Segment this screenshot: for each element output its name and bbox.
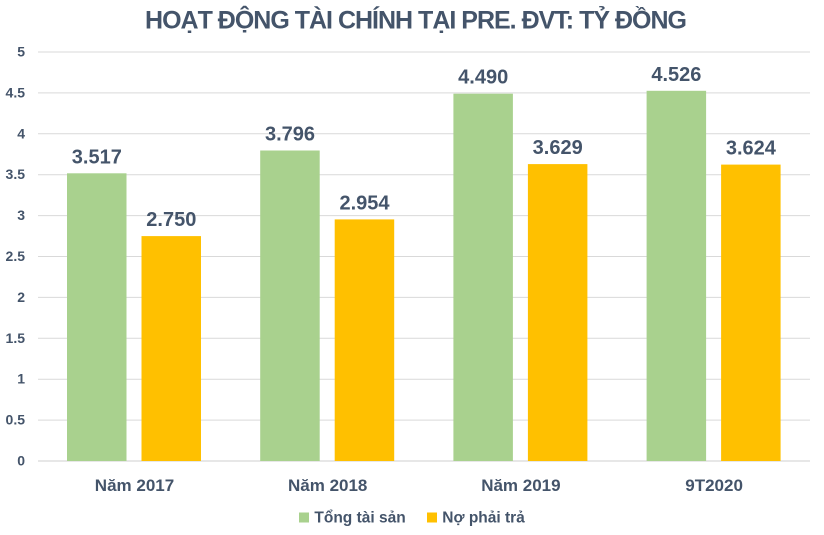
svg-text:3.517: 3.517: [72, 146, 122, 168]
svg-text:2.5: 2.5: [6, 248, 26, 264]
svg-text:2.954: 2.954: [339, 192, 390, 214]
svg-text:Nợ phải trả: Nợ phải trả: [442, 510, 525, 527]
svg-text:4.490: 4.490: [458, 67, 508, 89]
svg-text:2.750: 2.750: [146, 209, 196, 231]
svg-text:HOẠT ĐỘNG TÀI CHÍNH TẠI PRE. Đ: HOẠT ĐỘNG TÀI CHÍNH TẠI PRE. ĐVT: TỶ ĐỒN…: [145, 5, 686, 35]
svg-text:Năm 2019: Năm 2019: [481, 476, 560, 495]
svg-text:0: 0: [17, 453, 25, 469]
svg-text:4.526: 4.526: [651, 64, 701, 86]
svg-text:1: 1: [17, 371, 25, 387]
svg-text:2: 2: [17, 289, 25, 305]
svg-text:3.624: 3.624: [726, 138, 777, 160]
svg-text:Năm 2018: Năm 2018: [288, 476, 367, 495]
svg-text:3.796: 3.796: [265, 124, 315, 146]
svg-text:5: 5: [17, 44, 25, 60]
svg-text:Tổng tài sản: Tổng tài sản: [314, 510, 405, 527]
svg-text:0.5: 0.5: [6, 412, 26, 428]
svg-text:4: 4: [17, 125, 25, 141]
svg-text:4.5: 4.5: [6, 84, 26, 100]
svg-text:3.5: 3.5: [6, 166, 26, 182]
svg-text:3.629: 3.629: [533, 137, 583, 159]
svg-text:3: 3: [17, 207, 25, 223]
svg-text:9T2020: 9T2020: [685, 476, 743, 495]
svg-text:Năm 2017: Năm 2017: [95, 476, 174, 495]
svg-text:1.5: 1.5: [6, 330, 26, 346]
